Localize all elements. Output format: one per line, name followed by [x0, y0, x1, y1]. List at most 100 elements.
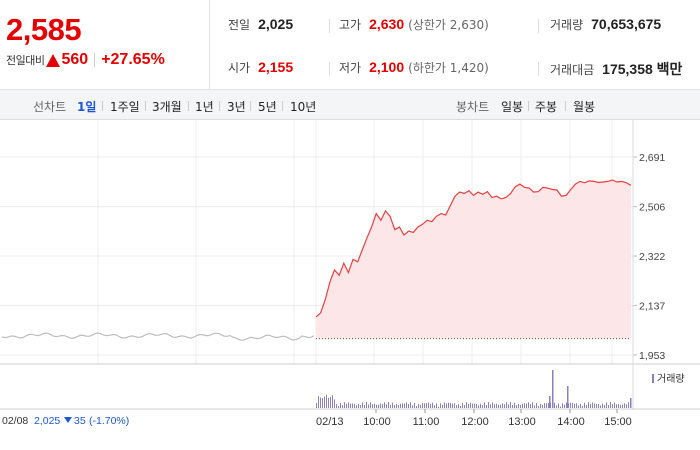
- volume-bar: [492, 402, 493, 408]
- volume-bar: [549, 396, 551, 408]
- volume-bar: [462, 402, 463, 408]
- volume-bar: [360, 405, 361, 408]
- volume-bar: [618, 404, 619, 408]
- volume-bar: [458, 404, 459, 408]
- divider: [329, 19, 330, 33]
- volume-bar: [448, 402, 449, 408]
- field-value: 70,653,675: [591, 16, 662, 32]
- field-trade-value: 거래대금 175,358 백만: [550, 59, 682, 79]
- tab-period-1d[interactable]: 1일: [77, 100, 97, 114]
- tab-period-10y[interactable]: 10년: [290, 100, 317, 114]
- up-arrow-icon: [46, 53, 61, 67]
- volume-bar: [560, 406, 561, 408]
- volume-bar: [586, 404, 587, 408]
- volume-bar: [626, 404, 627, 408]
- volume-bar: [496, 403, 497, 408]
- volume-bar: [567, 386, 569, 408]
- volume-legend-swatch: [652, 374, 654, 383]
- volume-bar: [428, 402, 429, 408]
- volume-bar: [600, 405, 601, 408]
- tab-period-5y[interactable]: 5년: [258, 100, 277, 114]
- volume-bar: [528, 402, 529, 408]
- volume-bar: [478, 405, 479, 408]
- volume-bar: [612, 404, 613, 408]
- volume-bar: [316, 403, 317, 408]
- volume-bar: [562, 403, 563, 408]
- volume-bar: [358, 403, 359, 408]
- change-label: 전일대비: [6, 54, 45, 67]
- volume-bar: [374, 403, 375, 408]
- field-prev-close: 전일 2,025: [228, 16, 293, 33]
- volume-bar: [376, 404, 377, 408]
- volume-bar: [574, 403, 575, 408]
- volume-bar: [538, 406, 539, 408]
- volume-bar: [410, 402, 411, 408]
- volume-bar: [370, 402, 371, 408]
- volume-bar: [540, 403, 541, 408]
- volume-bar: [504, 404, 505, 408]
- volume-bar: [486, 405, 487, 408]
- volume-bar: [510, 402, 511, 408]
- tab-candle-weekly[interactable]: 주봉: [535, 100, 558, 114]
- volume-bar: [466, 402, 467, 408]
- line-chart-label: 선차트: [33, 100, 67, 114]
- tab-period-3m[interactable]: 3개월: [152, 100, 182, 114]
- volume-bar: [366, 402, 367, 408]
- volume-bar: [328, 397, 329, 408]
- volume-bar: [582, 405, 583, 408]
- volume-bar: [622, 404, 623, 408]
- y-tick-label: 2,506: [639, 202, 665, 214]
- x-tick-label: 11:00: [413, 416, 440, 428]
- volume-bar: [434, 405, 435, 408]
- x-tick-label: 12:00: [461, 416, 489, 428]
- volume-bar: [516, 405, 517, 408]
- tab-period-3y[interactable]: 3년: [227, 100, 246, 114]
- field-sub: (하한가 1,420): [408, 61, 489, 75]
- volume-bar: [350, 403, 351, 408]
- divider: [538, 19, 539, 33]
- x-tick-label: 10:00: [363, 416, 391, 428]
- field-label: 전일: [228, 18, 251, 32]
- volume-bar: [440, 403, 441, 408]
- volume-bar: [558, 403, 559, 408]
- volume-bar: [318, 396, 319, 408]
- volume-bar: [378, 404, 379, 408]
- volume-bar: [334, 399, 335, 408]
- volume-bar: [490, 404, 491, 408]
- divider: [145, 101, 146, 111]
- volume-bar: [584, 402, 585, 408]
- volume-bar: [566, 402, 567, 408]
- tab-period-1y[interactable]: 1년: [195, 100, 214, 114]
- volume-bar: [368, 404, 369, 408]
- field-sub: (상한가 2,630): [408, 18, 489, 32]
- volume-bar: [564, 404, 565, 408]
- volume-bar: [416, 406, 417, 408]
- volume-bar: [606, 402, 607, 408]
- volume-bar: [484, 402, 485, 408]
- volume-bar: [554, 402, 555, 408]
- field-label: 시가: [228, 61, 251, 75]
- divider: [565, 101, 566, 111]
- volume-bar: [506, 402, 507, 408]
- tab-period-1w[interactable]: 1주일: [110, 100, 140, 114]
- x-tick-label: 13:00: [508, 416, 536, 428]
- volume-bar: [630, 398, 632, 408]
- volume-bar: [320, 397, 321, 408]
- prev-day-date: 02/08: [2, 415, 28, 427]
- change-percent: +27.65%: [101, 51, 165, 68]
- volume-bar: [596, 403, 597, 408]
- volume-bar: [494, 404, 495, 408]
- volume-bar: [344, 402, 345, 408]
- volume-bar: [628, 402, 629, 408]
- y-tick-label: 2,322: [639, 251, 665, 263]
- volume-bar: [500, 404, 501, 408]
- x-axis: 02/08 2,025 35 (-1.70%) 02/13 10:00 11:00…: [2, 409, 632, 428]
- x-tick-label: 15:00: [604, 416, 632, 428]
- volume-bar: [522, 403, 523, 408]
- tab-candle-daily[interactable]: 일봉: [501, 100, 524, 114]
- down-arrow-icon: [64, 417, 72, 423]
- volume-bar: [548, 403, 549, 408]
- volume-bar: [608, 405, 609, 408]
- tab-candle-monthly[interactable]: 월봉: [573, 100, 596, 114]
- quote-main: 2,585 전일대비 560 +27.65%: [0, 0, 210, 90]
